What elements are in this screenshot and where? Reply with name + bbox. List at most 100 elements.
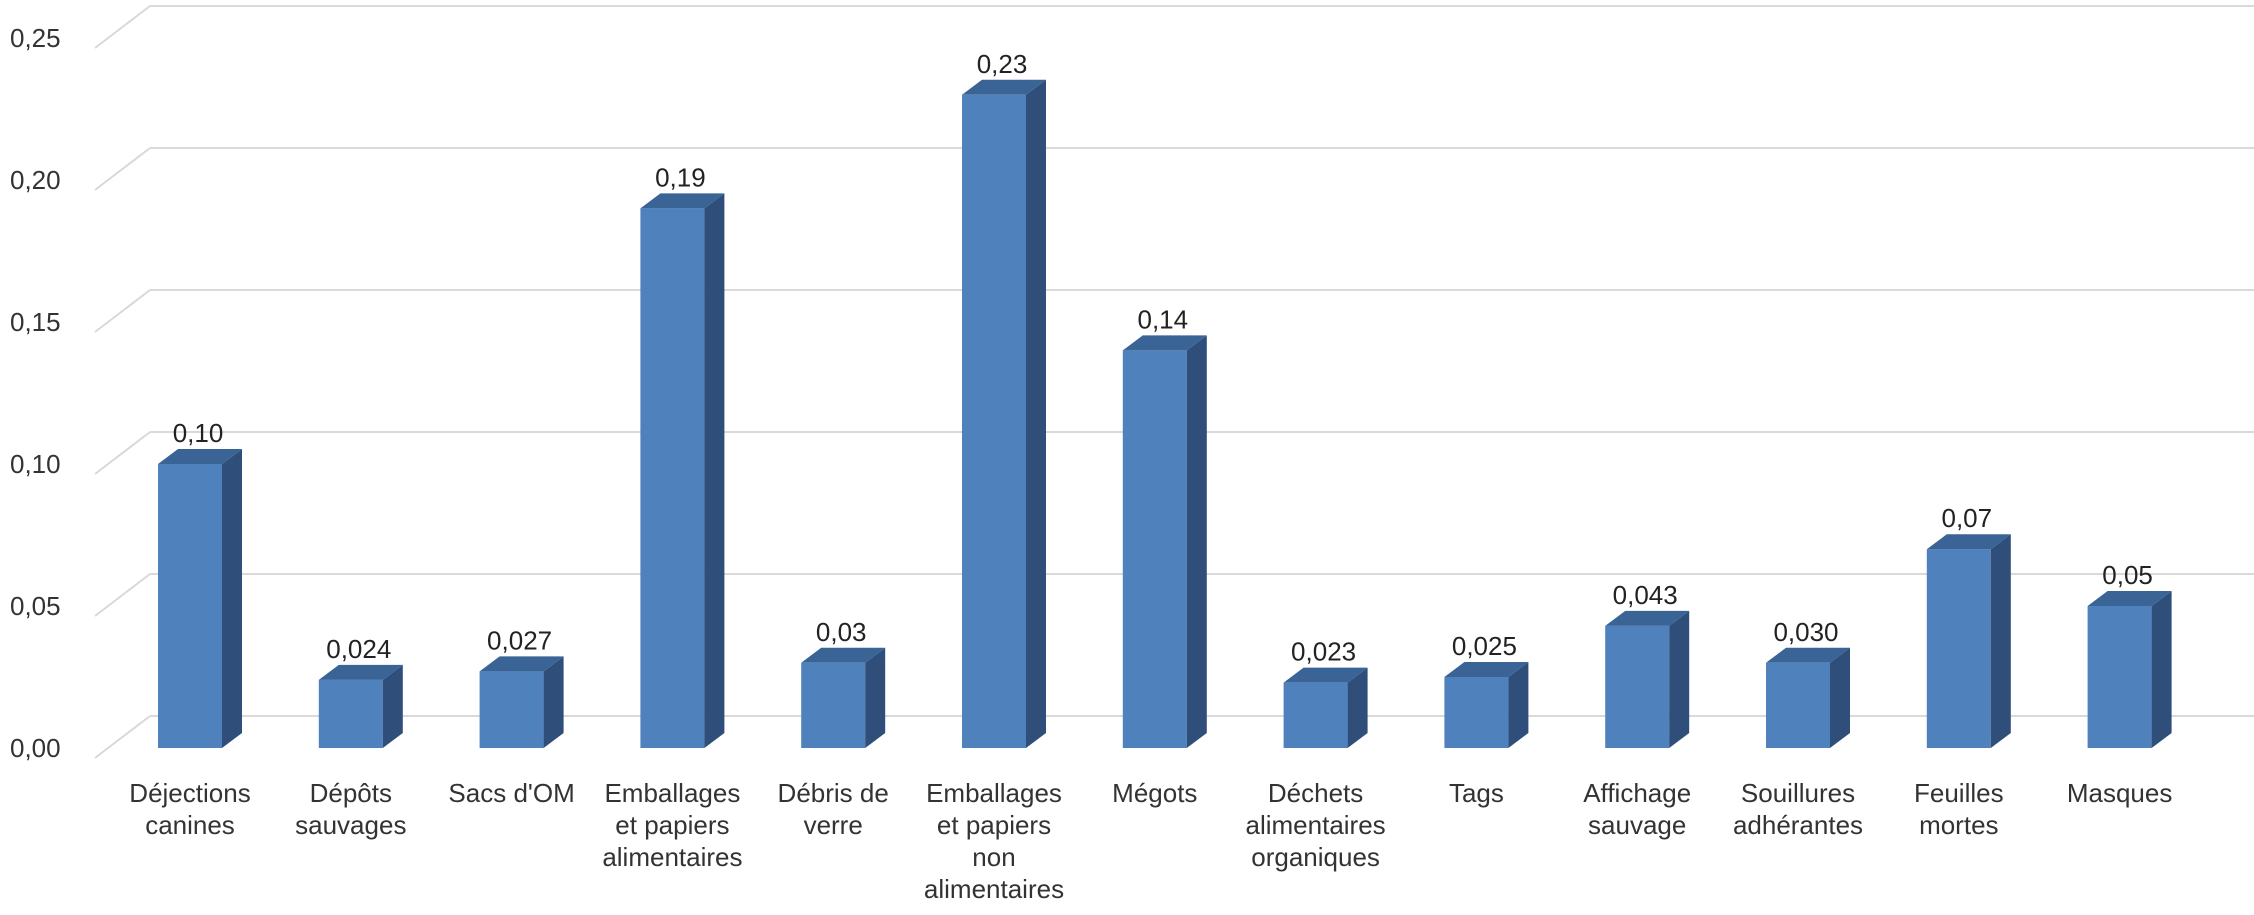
x-tick-label-line: non [972, 842, 1015, 872]
x-tick-label-line: Sacs d'OM [448, 778, 574, 808]
bar-top [318, 664, 403, 680]
bar [801, 662, 866, 748]
bar-top [1122, 335, 1207, 351]
x-tick-label-line: Déchets [1268, 778, 1363, 808]
x-tick-label-line: Dépôts [310, 778, 392, 808]
bar-side [1026, 79, 1046, 749]
bar [1926, 549, 1991, 748]
x-tick-label: Déjections canines [129, 778, 250, 840]
bar-top [1283, 667, 1368, 683]
bar [1766, 662, 1830, 748]
x-tick-label: Débris de verre [778, 778, 889, 840]
bar-side [382, 664, 403, 748]
data-label: 0,05 [2102, 560, 2153, 590]
gridline-depth [94, 5, 151, 49]
x-tick-label-line: canines [145, 810, 235, 840]
x-tick-label: Déchets alimentaires organiques [1246, 778, 1386, 872]
bar [962, 94, 1026, 749]
data-label: 0,03 [816, 617, 867, 647]
x-tick-label-line: Affichage [1583, 778, 1691, 808]
y-tick-label: 0,05 [10, 591, 61, 621]
bar [1283, 682, 1348, 748]
x-tick-label-line: organiques [1251, 842, 1380, 872]
x-tick-label: Masques [2067, 778, 2173, 808]
bar [158, 464, 222, 748]
bar [1444, 677, 1509, 748]
bar-top [962, 79, 1046, 95]
bar-top [479, 656, 564, 672]
y-tick-label: 0,00 [10, 733, 61, 763]
bar-top [640, 193, 725, 209]
x-tick-label: Sacs d'OM [448, 778, 574, 808]
x-tick-label-line: et papiers [615, 810, 729, 840]
gridline-depth [94, 573, 151, 617]
bar [1122, 350, 1187, 748]
gridline-depth [94, 147, 151, 191]
bar-side [865, 647, 886, 748]
bar-side [1990, 534, 2011, 748]
bar-top [1926, 534, 2011, 550]
bar [1605, 625, 1670, 748]
data-label: 0,043 [1613, 580, 1678, 610]
data-label: 0,025 [1452, 631, 1517, 661]
x-tick-label: Souillures adhérantes [1733, 778, 1863, 840]
x-tick-label-line: Masques [2067, 778, 2173, 808]
bar-side [1669, 610, 1690, 748]
x-tick-label-line: sauvage [1588, 810, 1686, 840]
data-label: 0,10 [173, 418, 224, 448]
data-label: 0,024 [326, 634, 391, 664]
x-tick-label-line: Emballages [926, 778, 1062, 808]
bar-side [1347, 667, 1368, 748]
x-tick-label-line: alimentaires [924, 874, 1064, 904]
x-tick-label-line: Tags [1449, 778, 1504, 808]
x-tick-label-line: et papiers [937, 810, 1051, 840]
bar-side [1508, 662, 1529, 748]
x-tick-label-line: Souillures [1741, 778, 1855, 808]
data-label: 0,07 [1941, 503, 1992, 533]
x-tick-label-line: Déjections [129, 778, 250, 808]
bar [479, 671, 544, 748]
data-label: 0,14 [1137, 304, 1188, 334]
bar-side [704, 193, 725, 748]
bar [2087, 606, 2152, 748]
bar-side [1186, 335, 1207, 748]
x-tick-label: Mégots [1112, 778, 1197, 808]
x-tick-label-line: alimentaires [1246, 810, 1386, 840]
bar-top [1766, 647, 1850, 663]
data-label: 0,023 [1291, 637, 1356, 667]
x-tick-label: Dépôts sauvages [295, 778, 406, 840]
x-tick-label-line: sauvages [295, 810, 406, 840]
bar-top [158, 449, 242, 464]
data-label: 0,23 [977, 49, 1028, 79]
x-tick-label: Emballages et papiers non alimentaires [924, 778, 1064, 904]
x-tick-label-line: mortes [1919, 810, 1998, 840]
bar-top [1605, 610, 1690, 626]
gridline-depth [94, 431, 151, 475]
data-label: 0,030 [1773, 617, 1838, 647]
x-tick-label: Feuilles mortes [1914, 778, 2004, 840]
bar-top [801, 647, 886, 663]
x-tick-label-line: adhérantes [1733, 810, 1863, 840]
gridline-depth [94, 715, 151, 759]
bar-side [543, 656, 564, 748]
bar-side [222, 449, 242, 748]
x-tick-label-line: Débris de [778, 778, 889, 808]
bar-top [2087, 591, 2172, 606]
data-label: 0,19 [655, 162, 706, 192]
x-tick-label-line: Mégots [1112, 778, 1197, 808]
x-tick-label-line: Emballages [604, 778, 740, 808]
bar-top [1444, 662, 1529, 677]
y-tick-label: 0,25 [10, 23, 61, 53]
bar-side [2151, 591, 2172, 748]
x-tick-label-line: alimentaires [602, 842, 742, 872]
data-label: 0,027 [487, 625, 552, 655]
x-tick-label: Tags [1449, 778, 1504, 808]
bar [640, 208, 705, 748]
bar-side [1830, 647, 1850, 748]
x-tick-label-line: Feuilles [1914, 778, 2004, 808]
y-tick-label: 0,15 [10, 307, 61, 337]
x-tick-label-line: verre [804, 810, 863, 840]
x-tick-label: Emballages et papiers alimentaires [602, 778, 742, 872]
bar [318, 679, 383, 748]
